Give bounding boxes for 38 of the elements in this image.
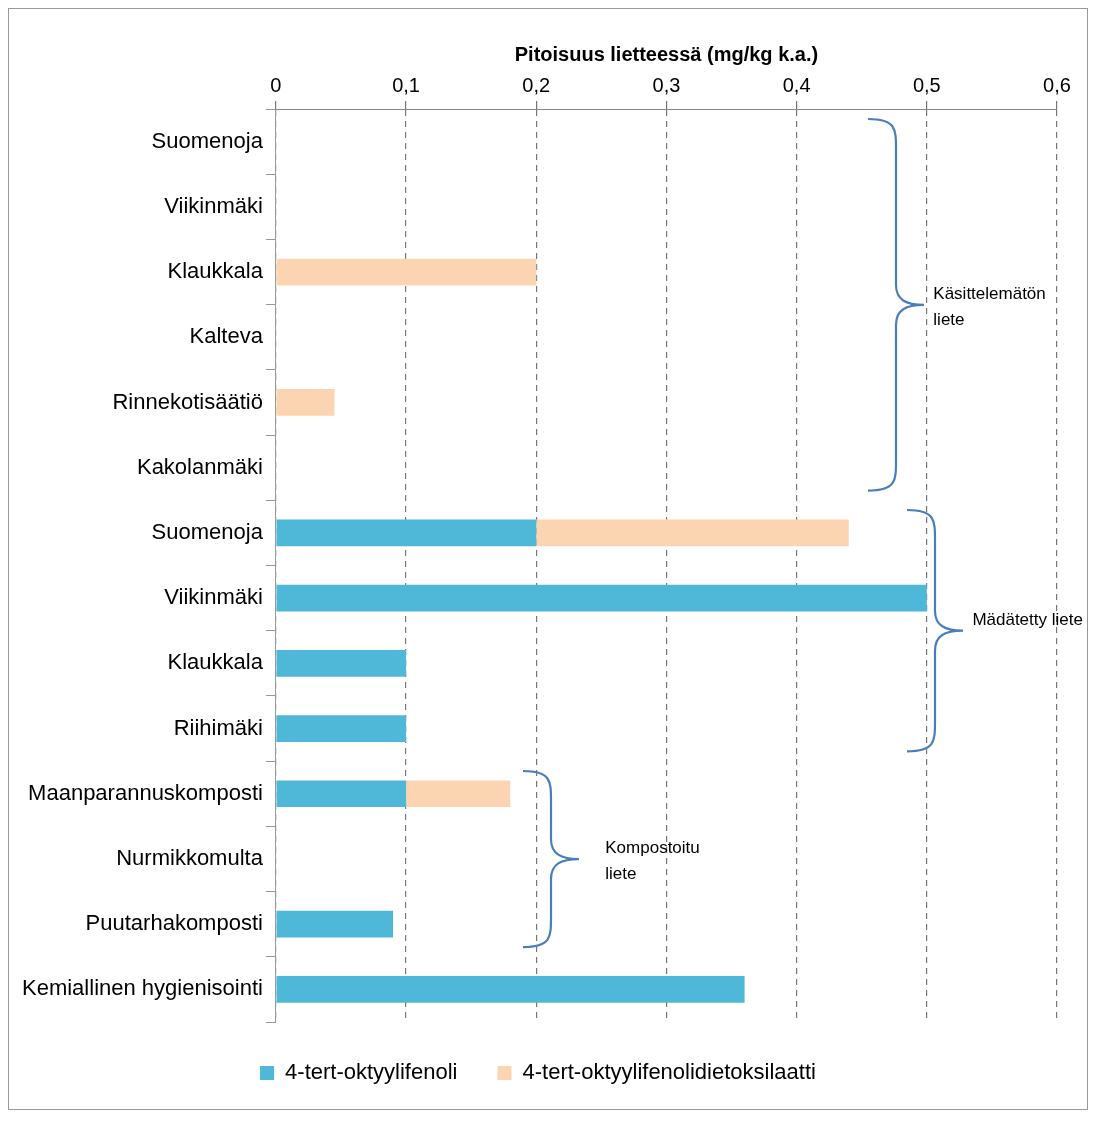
y-tick-label: Riihimäki <box>173 714 263 740</box>
y-tick-label: Rinnekotisäätiö <box>112 388 263 414</box>
bar <box>276 780 407 808</box>
bar <box>276 389 335 416</box>
y-tick-label: Klaukkala <box>167 649 264 675</box>
x-tick-label: 0,4 <box>782 73 811 96</box>
x-tick-label: 0,3 <box>652 73 681 96</box>
bar <box>276 584 927 612</box>
x-tick-label: 0,1 <box>392 73 420 96</box>
y-tick-label: Maanparannuskomposti <box>28 779 263 805</box>
bar <box>276 519 537 547</box>
bar <box>276 258 537 286</box>
legend-label: 4-tert-oktyylifenoli <box>285 1059 458 1085</box>
annotation: Kompostoitu liete <box>605 836 701 885</box>
bar <box>276 910 394 938</box>
x-tick-label: 0,2 <box>522 73 551 96</box>
y-tick-label: Kakolanmäki <box>136 453 263 479</box>
y-tick-label: Viikinmäki <box>164 192 263 218</box>
y-tick-label: Puutarhakomposti <box>85 910 263 936</box>
bar <box>276 976 745 1003</box>
bar <box>276 715 407 742</box>
bar <box>406 780 511 808</box>
y-tick-label: Suomenoja <box>151 127 264 153</box>
y-tick-label: Nurmikkomulta <box>116 845 264 871</box>
annotation: Mädätetty liete <box>972 608 1084 631</box>
bar <box>276 649 407 677</box>
y-tick-label: Klaukkala <box>167 258 264 284</box>
bar <box>536 519 849 547</box>
x-tick-label: 0 <box>270 73 282 96</box>
legend-label: 4-tert-oktyylifenolidietoksilaatti <box>522 1059 816 1085</box>
y-tick-label: Suomenoja <box>151 518 264 544</box>
x-tick-label: 0,5 <box>912 73 941 96</box>
annotation: Käsittelemätön liete <box>933 282 1047 331</box>
x-tick-label: 0,6 <box>1043 73 1071 96</box>
y-tick-label: Kemiallinen hygienisointi <box>21 975 263 1001</box>
y-tick-label: Viikinmäki <box>164 584 263 610</box>
x-axis-title: Pitoisuus lietteessä (mg/kg k.a.) <box>514 42 819 65</box>
y-tick-label: Kalteva <box>189 323 264 349</box>
